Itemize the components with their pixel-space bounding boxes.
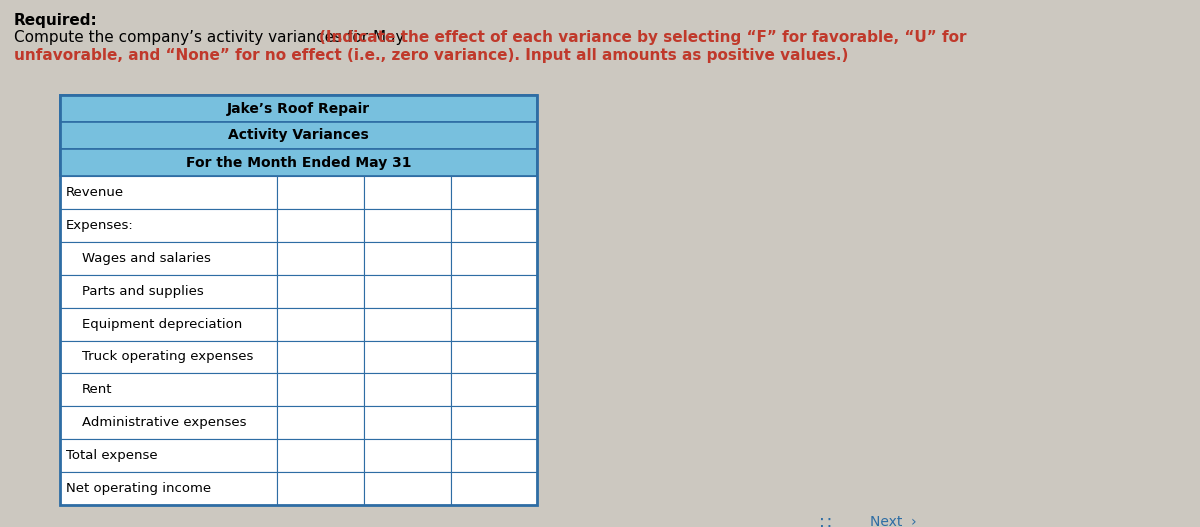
Bar bbox=[277, 374, 364, 406]
Text: Next  ›: Next › bbox=[870, 515, 917, 527]
Bar bbox=[60, 209, 277, 242]
Bar bbox=[451, 209, 538, 242]
Text: Net operating income: Net operating income bbox=[66, 482, 211, 495]
Bar bbox=[451, 406, 538, 439]
Bar bbox=[277, 242, 364, 275]
Text: Compute the company’s activity variances for May.: Compute the company’s activity variances… bbox=[14, 30, 412, 45]
Bar bbox=[60, 176, 277, 209]
Bar bbox=[364, 308, 451, 340]
Bar bbox=[60, 95, 538, 505]
Bar bbox=[451, 340, 538, 374]
Bar bbox=[277, 406, 364, 439]
Bar bbox=[60, 308, 277, 340]
Bar bbox=[60, 406, 277, 439]
Bar bbox=[60, 122, 538, 149]
Text: Parts and supplies: Parts and supplies bbox=[82, 285, 204, 298]
Bar bbox=[60, 340, 277, 374]
Bar bbox=[277, 275, 364, 308]
Text: Truck operating expenses: Truck operating expenses bbox=[82, 350, 253, 364]
Text: Required:: Required: bbox=[14, 13, 97, 28]
Bar bbox=[451, 472, 538, 505]
Bar bbox=[451, 275, 538, 308]
Text: Jake’s Roof Repair: Jake’s Roof Repair bbox=[227, 102, 370, 115]
Bar bbox=[364, 374, 451, 406]
Bar bbox=[364, 439, 451, 472]
Bar bbox=[277, 340, 364, 374]
Bar bbox=[60, 439, 277, 472]
Bar bbox=[364, 406, 451, 439]
Bar bbox=[451, 176, 538, 209]
Bar bbox=[60, 242, 277, 275]
Text: (Indicate the effect of each variance by selecting “F” for favorable, “U” for: (Indicate the effect of each variance by… bbox=[319, 30, 966, 45]
Text: ∷: ∷ bbox=[820, 515, 832, 527]
Bar bbox=[451, 242, 538, 275]
Bar bbox=[60, 275, 277, 308]
Bar bbox=[364, 242, 451, 275]
Text: Expenses:: Expenses: bbox=[66, 219, 133, 232]
Bar bbox=[451, 308, 538, 340]
Text: For the Month Ended May 31: For the Month Ended May 31 bbox=[186, 155, 412, 170]
Text: Equipment depreciation: Equipment depreciation bbox=[82, 318, 242, 330]
Bar bbox=[277, 472, 364, 505]
Text: Revenue: Revenue bbox=[66, 186, 124, 199]
Bar bbox=[277, 439, 364, 472]
Bar bbox=[364, 340, 451, 374]
Bar bbox=[277, 176, 364, 209]
Bar bbox=[364, 275, 451, 308]
Bar bbox=[364, 176, 451, 209]
Text: Total expense: Total expense bbox=[66, 449, 157, 462]
Bar bbox=[277, 308, 364, 340]
Text: Administrative expenses: Administrative expenses bbox=[82, 416, 246, 430]
Bar bbox=[60, 95, 538, 122]
Bar bbox=[451, 374, 538, 406]
Text: Rent: Rent bbox=[82, 383, 113, 396]
Bar bbox=[364, 209, 451, 242]
Bar bbox=[451, 439, 538, 472]
Bar bbox=[60, 149, 538, 176]
Text: unfavorable, and “None” for no effect (i.e., zero variance). Input all amounts a: unfavorable, and “None” for no effect (i… bbox=[14, 48, 848, 63]
Bar bbox=[60, 374, 277, 406]
Bar bbox=[277, 209, 364, 242]
Text: Wages and salaries: Wages and salaries bbox=[82, 252, 211, 265]
Bar bbox=[364, 472, 451, 505]
Bar bbox=[60, 472, 277, 505]
Text: Activity Variances: Activity Variances bbox=[228, 129, 368, 142]
